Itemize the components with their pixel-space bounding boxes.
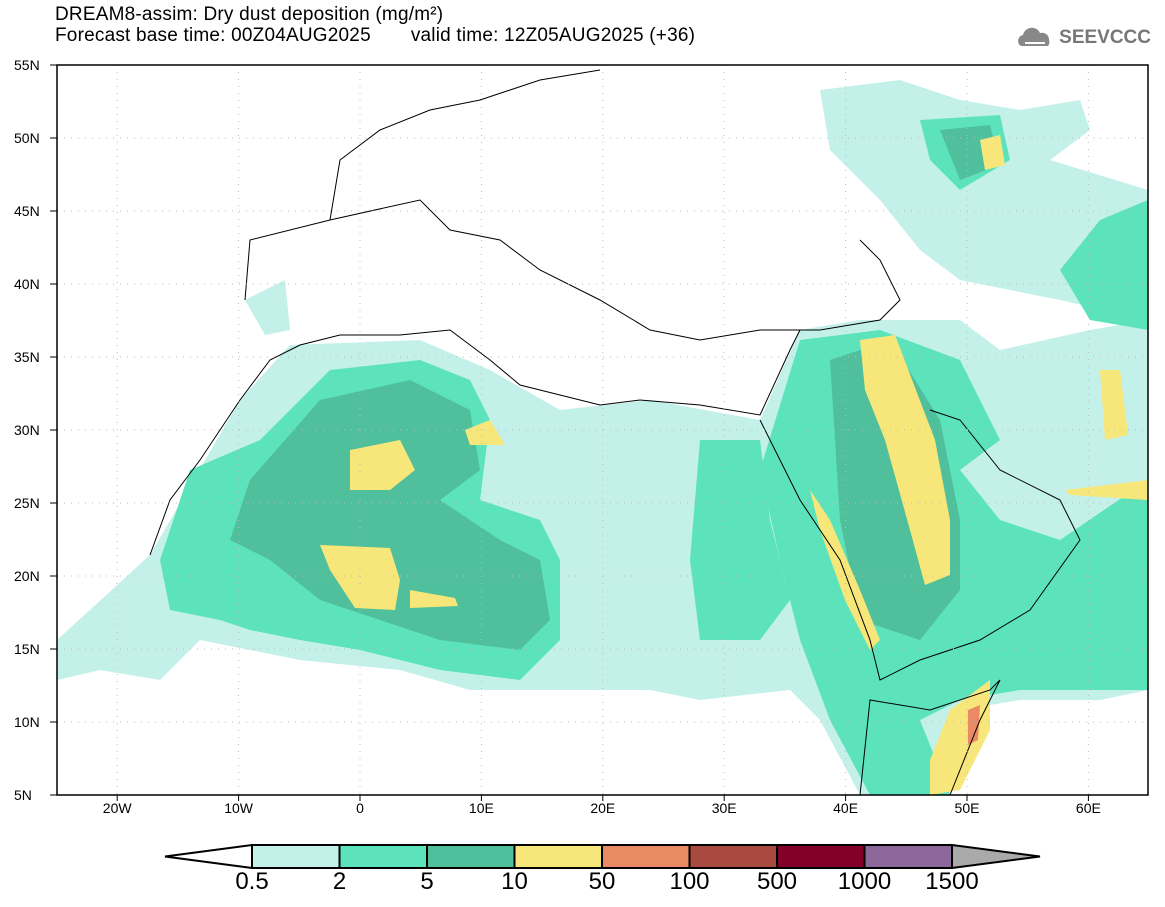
coastline: [149, 329, 801, 556]
coastline: [759, 409, 1081, 681]
lat-label: 20N: [14, 568, 40, 584]
dust-field-yellow: [320, 135, 1148, 795]
dust-area: [230, 380, 550, 650]
dust-area: [810, 490, 880, 650]
lon-label: 30E: [711, 800, 737, 816]
colorbar-label: 1000: [837, 868, 892, 895]
coastline: [859, 679, 1001, 796]
colorbar: [164, 843, 1041, 870]
dust-area: [1100, 370, 1128, 440]
colorbar-segment: [426, 844, 516, 869]
colorbar-segment: [601, 844, 691, 869]
lat-label: 40N: [14, 276, 40, 292]
axis-ticks: [50, 64, 1089, 801]
lon-label: 20E: [590, 800, 616, 816]
graticule: [57, 65, 1148, 795]
lat-label: 15N: [14, 641, 40, 657]
dust-field-orange: [968, 705, 980, 745]
lon-label: 0: [356, 800, 364, 816]
cloud-icon: [1018, 27, 1050, 46]
colorbar-label: 50: [588, 868, 616, 895]
dust-area: [1060, 200, 1148, 330]
lon-label: 50E: [954, 800, 980, 816]
colorbar-label: 1500: [925, 868, 979, 895]
dust-area: [980, 135, 1005, 170]
colorbar-segment: [776, 844, 866, 869]
dust-area: [465, 420, 505, 445]
seevccc-logo: SEEVCCC: [1015, 26, 1151, 50]
dust-area: [820, 80, 1148, 320]
dust-area: [410, 590, 458, 608]
dust-area: [860, 335, 950, 585]
logo-text: SEEVCCC: [1059, 27, 1151, 48]
lat-label: 10N: [14, 714, 40, 730]
lat-label: 45N: [14, 203, 40, 219]
lat-label: 5N: [14, 787, 32, 803]
colorbar-label: 10: [501, 868, 528, 895]
dust-area: [350, 440, 415, 490]
dust-area: [320, 545, 400, 610]
lon-label: 40E: [833, 800, 859, 816]
lat-label: 30N: [14, 422, 40, 438]
coastlines: [149, 69, 1081, 796]
lat-label: 35N: [14, 349, 40, 365]
lat-label: 55N: [14, 57, 40, 73]
colorbar-label: 5: [420, 868, 434, 895]
coastline: [244, 199, 901, 341]
lon-label: 10W: [224, 800, 253, 816]
colorbar-label: 100: [669, 868, 710, 895]
colorbar-segment: [338, 844, 428, 869]
colorbar-label: 2: [332, 868, 347, 895]
base-time: Forecast base time: 00Z04AUG2025: [55, 25, 371, 46]
colorbar-label: 500: [756, 868, 798, 895]
valid-time: valid time: 12Z05AUG2025 (+36): [410, 25, 696, 46]
lon-label: 60E: [1075, 800, 1101, 816]
time-info: Forecast base time: 00Z04AUG2025 valid ti…: [55, 25, 695, 47]
colorbar-segment: [688, 844, 778, 869]
dust-area: [245, 280, 290, 335]
lat-label: 25N: [14, 495, 40, 511]
colorbar-segment: [251, 844, 341, 869]
colorbar-low-triangle: [164, 843, 253, 870]
coastline: [329, 69, 601, 221]
colorbar-segment: [863, 844, 953, 869]
lon-label: 10E: [468, 800, 494, 816]
colorbar-label: 0.5: [235, 868, 269, 895]
lat-label: 50N: [14, 130, 40, 146]
lon-label: 20W: [102, 800, 132, 816]
colorbar-high-triangle: [951, 843, 1041, 870]
colorbar-segment: [513, 844, 603, 869]
dust-area: [1065, 480, 1148, 500]
figure-title: DREAM8-assim: Dry dust deposition (mg/m²…: [55, 4, 444, 25]
